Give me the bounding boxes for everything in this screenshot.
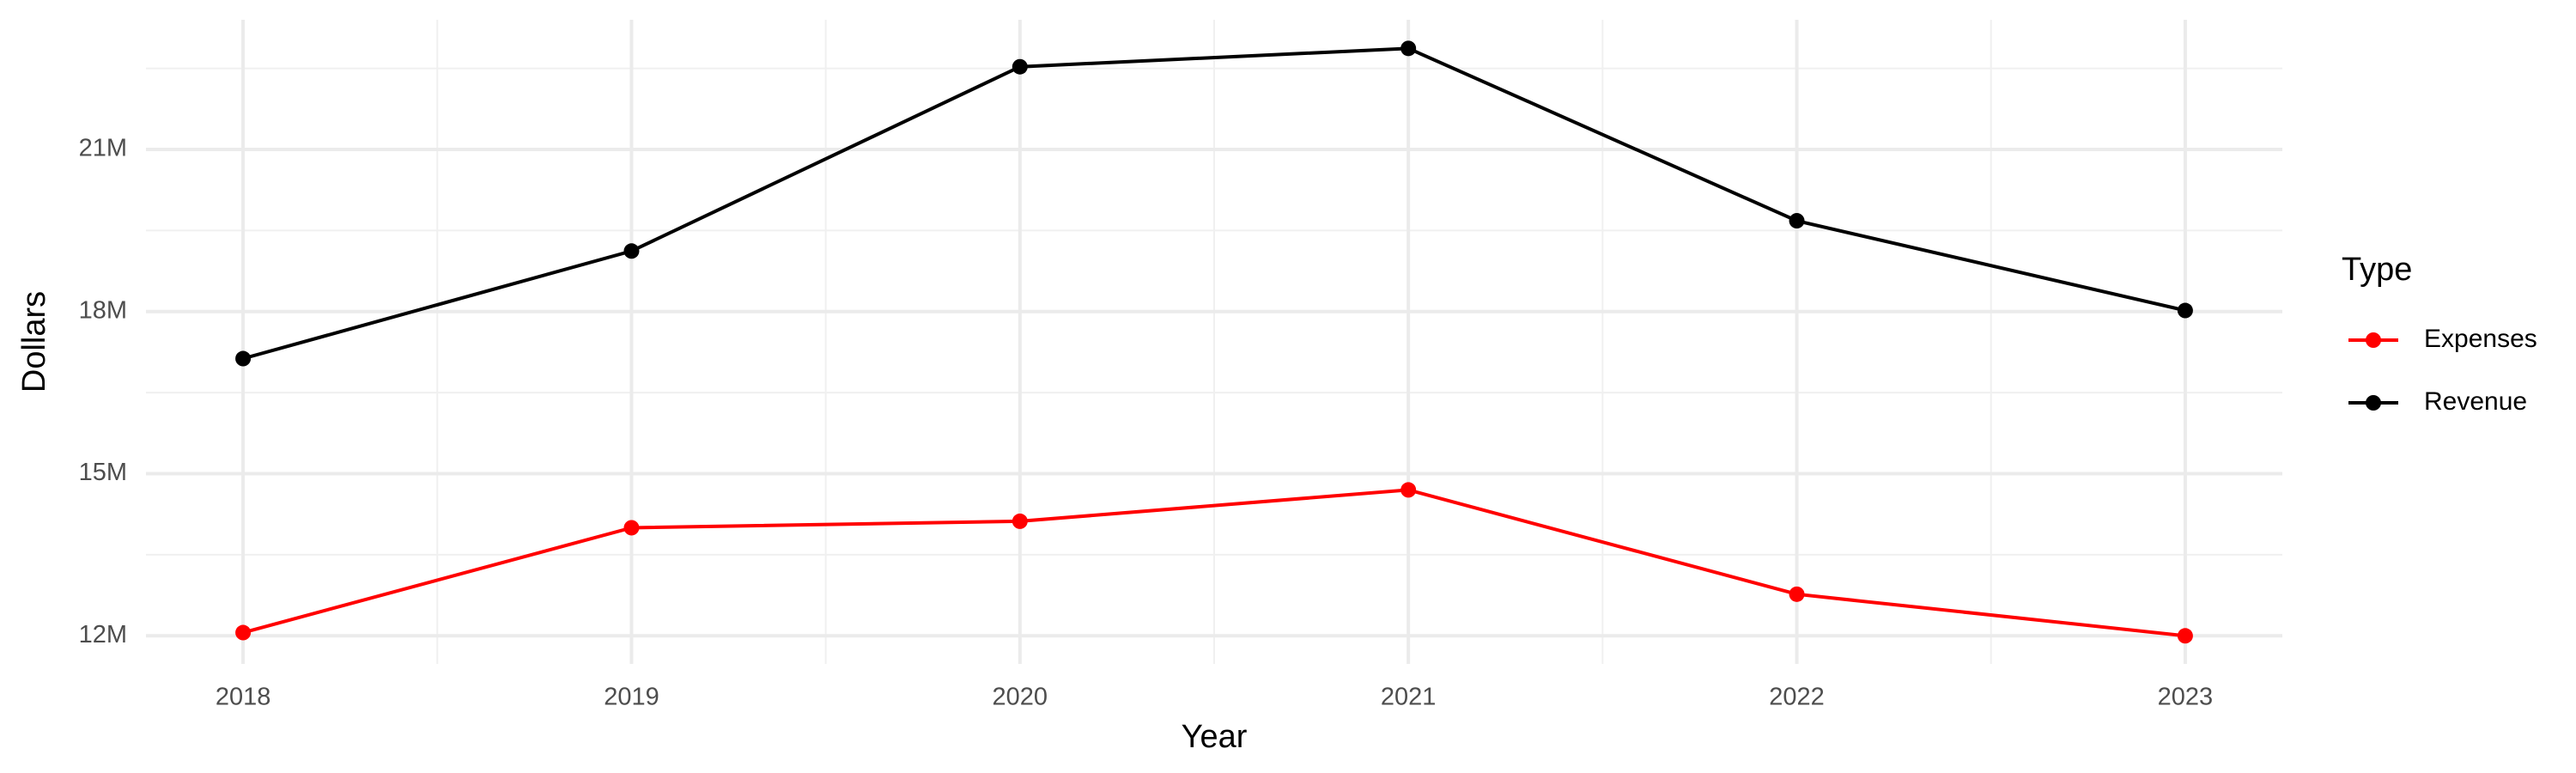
- data-point: [1012, 513, 1028, 529]
- series-line: [242, 46, 2186, 361]
- y-axis-title: Dollars: [16, 291, 52, 393]
- x-tick-label: 2020: [993, 684, 1048, 711]
- x-tick-label: 2022: [1769, 684, 1825, 711]
- y-tick-label: 12M: [79, 621, 127, 648]
- data-point: [235, 624, 252, 641]
- legend-key-point: [2366, 332, 2381, 348]
- x-tick-label: 2021: [1381, 684, 1437, 711]
- data-point: [623, 520, 640, 536]
- y-tick-label: 15M: [79, 459, 127, 486]
- data-point: [623, 243, 640, 259]
- x-tick-label: 2018: [216, 684, 271, 711]
- data-point: [1012, 58, 1028, 75]
- data-point: [2177, 628, 2193, 644]
- y-tick-label: 18M: [79, 296, 127, 324]
- legend-label: Expenses: [2424, 325, 2537, 353]
- x-tick-label: 2019: [604, 684, 659, 711]
- grid: [146, 20, 2282, 664]
- legend-label: Revenue: [2424, 387, 2527, 416]
- data-point: [1400, 482, 1417, 498]
- data-point: [1789, 586, 1805, 602]
- y-tick-label: 21M: [79, 135, 127, 162]
- legend-key-point: [2366, 395, 2381, 411]
- x-tick-label: 2023: [2158, 684, 2214, 711]
- plot-area: [235, 40, 2193, 644]
- legend-title: Type: [2342, 252, 2412, 288]
- data-point: [1789, 213, 1805, 229]
- data-point: [2177, 302, 2193, 319]
- series-line: [242, 488, 2186, 638]
- data-point: [235, 350, 252, 367]
- data-point: [1400, 40, 1417, 57]
- x-axis-title: Year: [1182, 719, 1248, 755]
